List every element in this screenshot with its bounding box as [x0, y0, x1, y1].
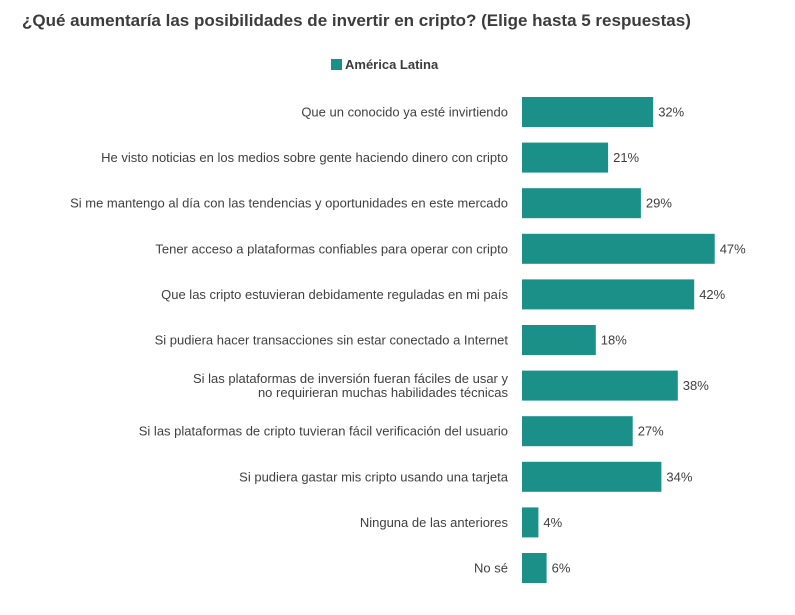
legend-swatch: [331, 59, 342, 70]
bar-4: [522, 279, 695, 310]
category-label-8: Si pudiera gastar mis cripto usando una …: [239, 469, 509, 484]
bar-0: [522, 97, 654, 127]
value-label-9: 4%: [543, 515, 562, 530]
bar-9: [522, 507, 539, 538]
legend: América Latina: [331, 57, 438, 72]
legend-label: América Latina: [345, 57, 439, 72]
category-label-0: Que un conocido ya esté invirtiendo: [301, 105, 508, 120]
category-label-2: Si me mantengo al día con las tendencias…: [70, 196, 508, 211]
bar-8: [522, 461, 662, 492]
category-label-4: Que las cripto estuvieran debidamente re…: [161, 287, 508, 302]
value-label-2: 29%: [646, 196, 672, 211]
category-label-7: Si las plataformas de cripto tuvieran fá…: [139, 424, 508, 439]
bar-6: [522, 370, 678, 401]
value-label-1: 21%: [613, 150, 639, 165]
category-label-1: He visto noticias en los medios sobre ge…: [101, 150, 508, 165]
bar-2: [522, 188, 641, 219]
value-label-8: 34%: [666, 469, 692, 484]
category-label-6: Si las plataformas de inversión fueran f…: [193, 371, 509, 400]
value-label-3: 47%: [720, 241, 746, 256]
value-label-10: 6%: [552, 561, 571, 576]
bar-5: [522, 325, 596, 355]
category-label-9: Ninguna de las anteriores: [360, 515, 509, 530]
value-label-5: 18%: [601, 333, 627, 348]
value-label-4: 42%: [699, 287, 725, 302]
category-label-3: Tener acceso a plataformas confiables pa…: [155, 241, 508, 256]
category-label-5: Si pudiera hacer transacciones sin estar…: [155, 333, 509, 348]
bar-1: [522, 142, 609, 173]
chart-title: ¿Qué aumentaría las posibilidades de inv…: [22, 11, 691, 30]
bar-7: [522, 416, 633, 447]
bar-3: [522, 233, 715, 264]
category-label-10: No sé: [474, 561, 508, 576]
bar-10: [522, 553, 547, 583]
value-label-7: 27%: [638, 424, 664, 439]
value-label-0: 32%: [658, 105, 684, 120]
value-label-6: 38%: [683, 378, 709, 393]
